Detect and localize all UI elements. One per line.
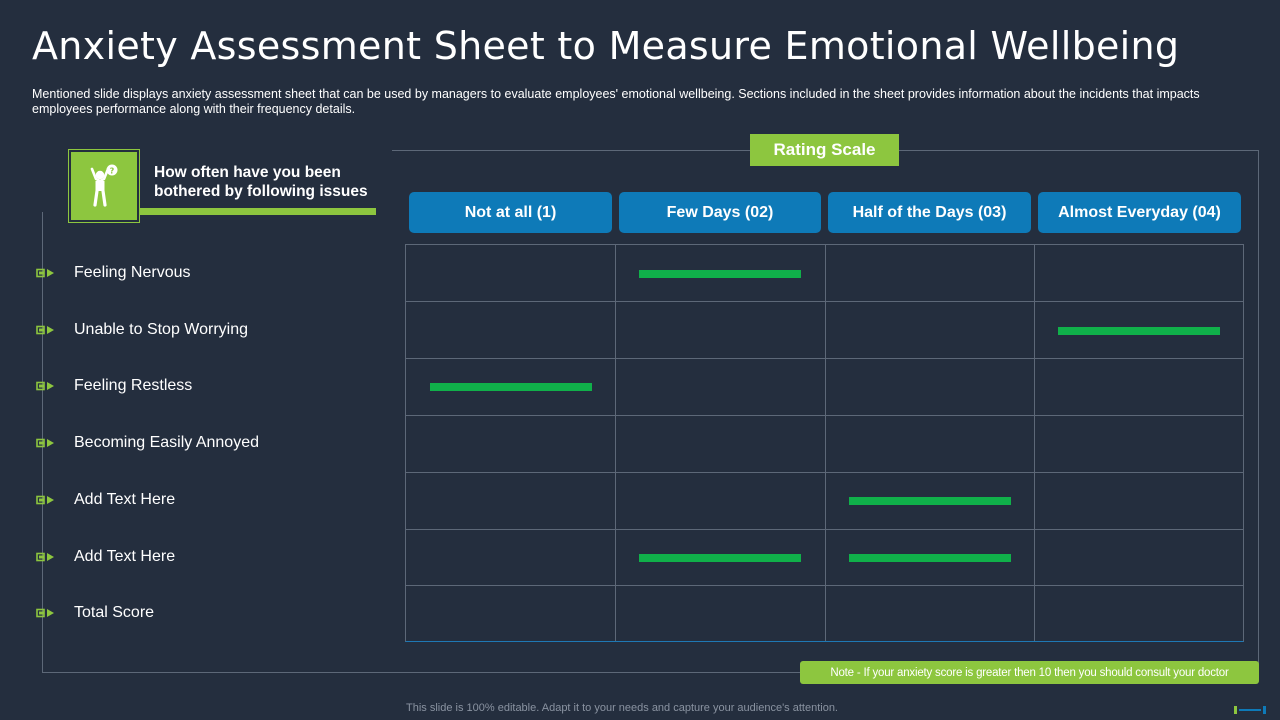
- issue-row-label: Unable to Stop Worrying: [36, 320, 248, 340]
- issue-row-label: Add Text Here: [36, 490, 175, 510]
- grid-divider: [406, 529, 1243, 530]
- bullet-arrow-icon: [36, 381, 56, 391]
- frequency-mark: [1057, 326, 1220, 335]
- bullet-arrow-icon: [36, 438, 56, 448]
- issue-label-text: Add Text Here: [74, 490, 176, 508]
- rating-grid: [405, 244, 1244, 642]
- issue-label-text: Unable to Stop Worrying: [74, 320, 249, 338]
- frequency-mark: [848, 553, 1011, 562]
- issue-row-label: Becoming Easily Annoyed: [36, 433, 259, 453]
- bullet-arrow-icon: [36, 325, 56, 335]
- question-line-1: How often have you been: [154, 164, 341, 181]
- grid-divider: [406, 415, 1243, 416]
- bullet-arrow-icon: [36, 495, 56, 505]
- footer-text: This slide is 100% editable. Adapt it to…: [0, 702, 1280, 714]
- column-header-few-days: Few Days (02): [619, 192, 821, 233]
- stressed-person-icon: ?: [90, 164, 118, 207]
- issue-row-label: Total Score: [36, 603, 154, 623]
- issue-label-text: Total Score: [74, 603, 155, 621]
- grid-divider: [406, 358, 1243, 359]
- question-text: How often have you been bothered by foll…: [154, 163, 368, 201]
- issue-label-text: Add Text Here: [74, 547, 176, 565]
- issue-label-text: Feeling Nervous: [74, 263, 191, 281]
- question-icon-box: ?: [68, 149, 140, 223]
- bullet-arrow-icon: [36, 608, 56, 618]
- issue-row-label: Feeling Nervous: [36, 263, 191, 283]
- page-description: Mentioned slide displays anxiety assessm…: [32, 87, 1200, 116]
- issue-row-label: Feeling Restless: [36, 376, 192, 396]
- issue-row-label: Add Text Here: [36, 547, 175, 567]
- frequency-mark: [638, 269, 801, 278]
- brand-mark-icon: [1234, 706, 1266, 714]
- frequency-mark: [638, 553, 801, 562]
- grid-divider: [406, 301, 1243, 302]
- issue-label-text: Becoming Easily Annoyed: [74, 433, 259, 451]
- grid-divider: [406, 585, 1243, 586]
- grid-divider: [825, 245, 826, 641]
- page-title: Anxiety Assessment Sheet to Measure Emot…: [32, 24, 1180, 68]
- column-header-half-of-days: Half of the Days (03): [828, 192, 1031, 233]
- footer-caption: This slide is 100% editable. Adapt it to…: [406, 702, 838, 714]
- grid-divider: [406, 472, 1243, 473]
- question-underline: [140, 208, 376, 215]
- issue-label-text: Feeling Restless: [74, 376, 193, 394]
- svg-text:?: ?: [110, 167, 115, 176]
- grid-divider: [1034, 245, 1035, 641]
- frequency-mark: [848, 496, 1011, 505]
- frequency-mark: [429, 382, 592, 391]
- rating-scale-label: Rating Scale: [750, 134, 899, 166]
- grid-divider: [615, 245, 616, 641]
- bullet-arrow-icon: [36, 268, 56, 278]
- question-line-2: bothered by following issues: [154, 183, 368, 200]
- column-header-almost-everyday: Almost Everyday (04): [1038, 192, 1241, 233]
- bullet-arrow-icon: [36, 552, 56, 562]
- column-header-not-at-all: Not at all (1): [409, 192, 612, 233]
- note-banner: Note - If your anxiety score is greater …: [800, 661, 1259, 684]
